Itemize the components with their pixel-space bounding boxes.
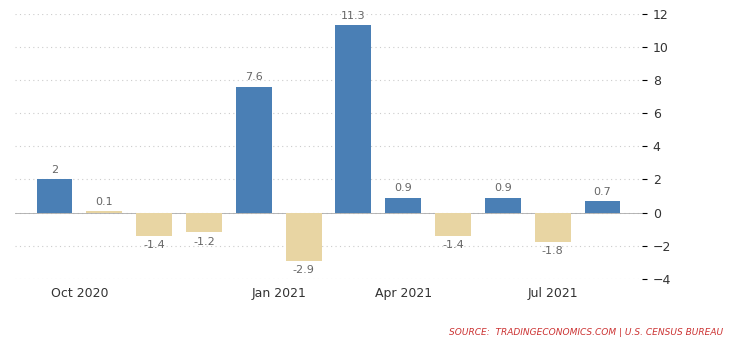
- Text: 0.9: 0.9: [394, 184, 412, 193]
- Bar: [535, 212, 571, 242]
- Text: -1.4: -1.4: [143, 240, 165, 250]
- Bar: [385, 198, 421, 212]
- Bar: [585, 201, 620, 212]
- Bar: [435, 212, 471, 236]
- Bar: [36, 180, 72, 212]
- Text: 0.1: 0.1: [96, 197, 113, 207]
- Text: 7.6: 7.6: [245, 72, 263, 82]
- Text: SOURCE:  TRADINGECONOMICS.COM | U.S. CENSUS BUREAU: SOURCE: TRADINGECONOMICS.COM | U.S. CENS…: [448, 328, 723, 337]
- Text: 0.9: 0.9: [494, 184, 512, 193]
- Bar: [137, 212, 172, 236]
- Bar: [186, 212, 222, 233]
- Bar: [485, 198, 520, 212]
- Text: 11.3: 11.3: [341, 11, 366, 21]
- Text: -1.4: -1.4: [442, 240, 464, 250]
- Bar: [236, 87, 272, 212]
- Bar: [336, 25, 372, 212]
- Text: 0.7: 0.7: [593, 187, 612, 197]
- Text: -1.2: -1.2: [193, 237, 215, 246]
- Text: -2.9: -2.9: [293, 265, 315, 275]
- Bar: [285, 212, 321, 260]
- Text: 2: 2: [51, 165, 58, 175]
- Text: -1.8: -1.8: [542, 246, 564, 256]
- Bar: [86, 211, 122, 212]
